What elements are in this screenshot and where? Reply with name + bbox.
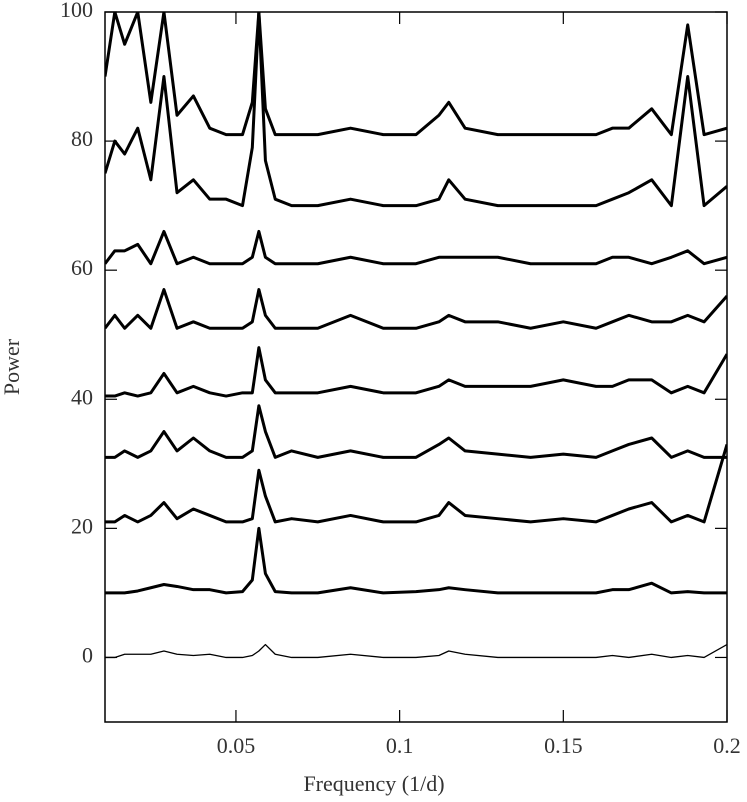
x-tick-label: 0.2 bbox=[713, 733, 741, 758]
y-tick-label: 100 bbox=[60, 0, 93, 22]
y-tick-label: 80 bbox=[71, 126, 93, 151]
spectrum-line bbox=[105, 12, 727, 208]
x-tick-label: 0.1 bbox=[386, 733, 414, 758]
y-axis-label: Power bbox=[0, 338, 24, 395]
spectrum-line bbox=[105, 229, 727, 266]
spectrum-line bbox=[105, 444, 727, 524]
x-axis-label: Frequency (1/d) bbox=[303, 771, 444, 796]
spectrum-line bbox=[105, 643, 727, 659]
x-tick-label: 0.15 bbox=[544, 733, 583, 758]
y-tick-label: 60 bbox=[71, 255, 93, 280]
spectrum-line bbox=[105, 12, 727, 137]
y-tick-label: 20 bbox=[71, 513, 93, 538]
spectrum-line bbox=[105, 346, 727, 398]
spectrum-line bbox=[105, 526, 727, 595]
spectrum-line bbox=[105, 288, 727, 330]
plot-area bbox=[105, 12, 727, 659]
y-tick-label: 0 bbox=[82, 643, 93, 668]
y-tick-label: 40 bbox=[71, 384, 93, 409]
spectrum-line bbox=[105, 404, 727, 459]
plot-frame bbox=[104, 11, 728, 723]
x-tick-label: 0.05 bbox=[217, 733, 256, 758]
